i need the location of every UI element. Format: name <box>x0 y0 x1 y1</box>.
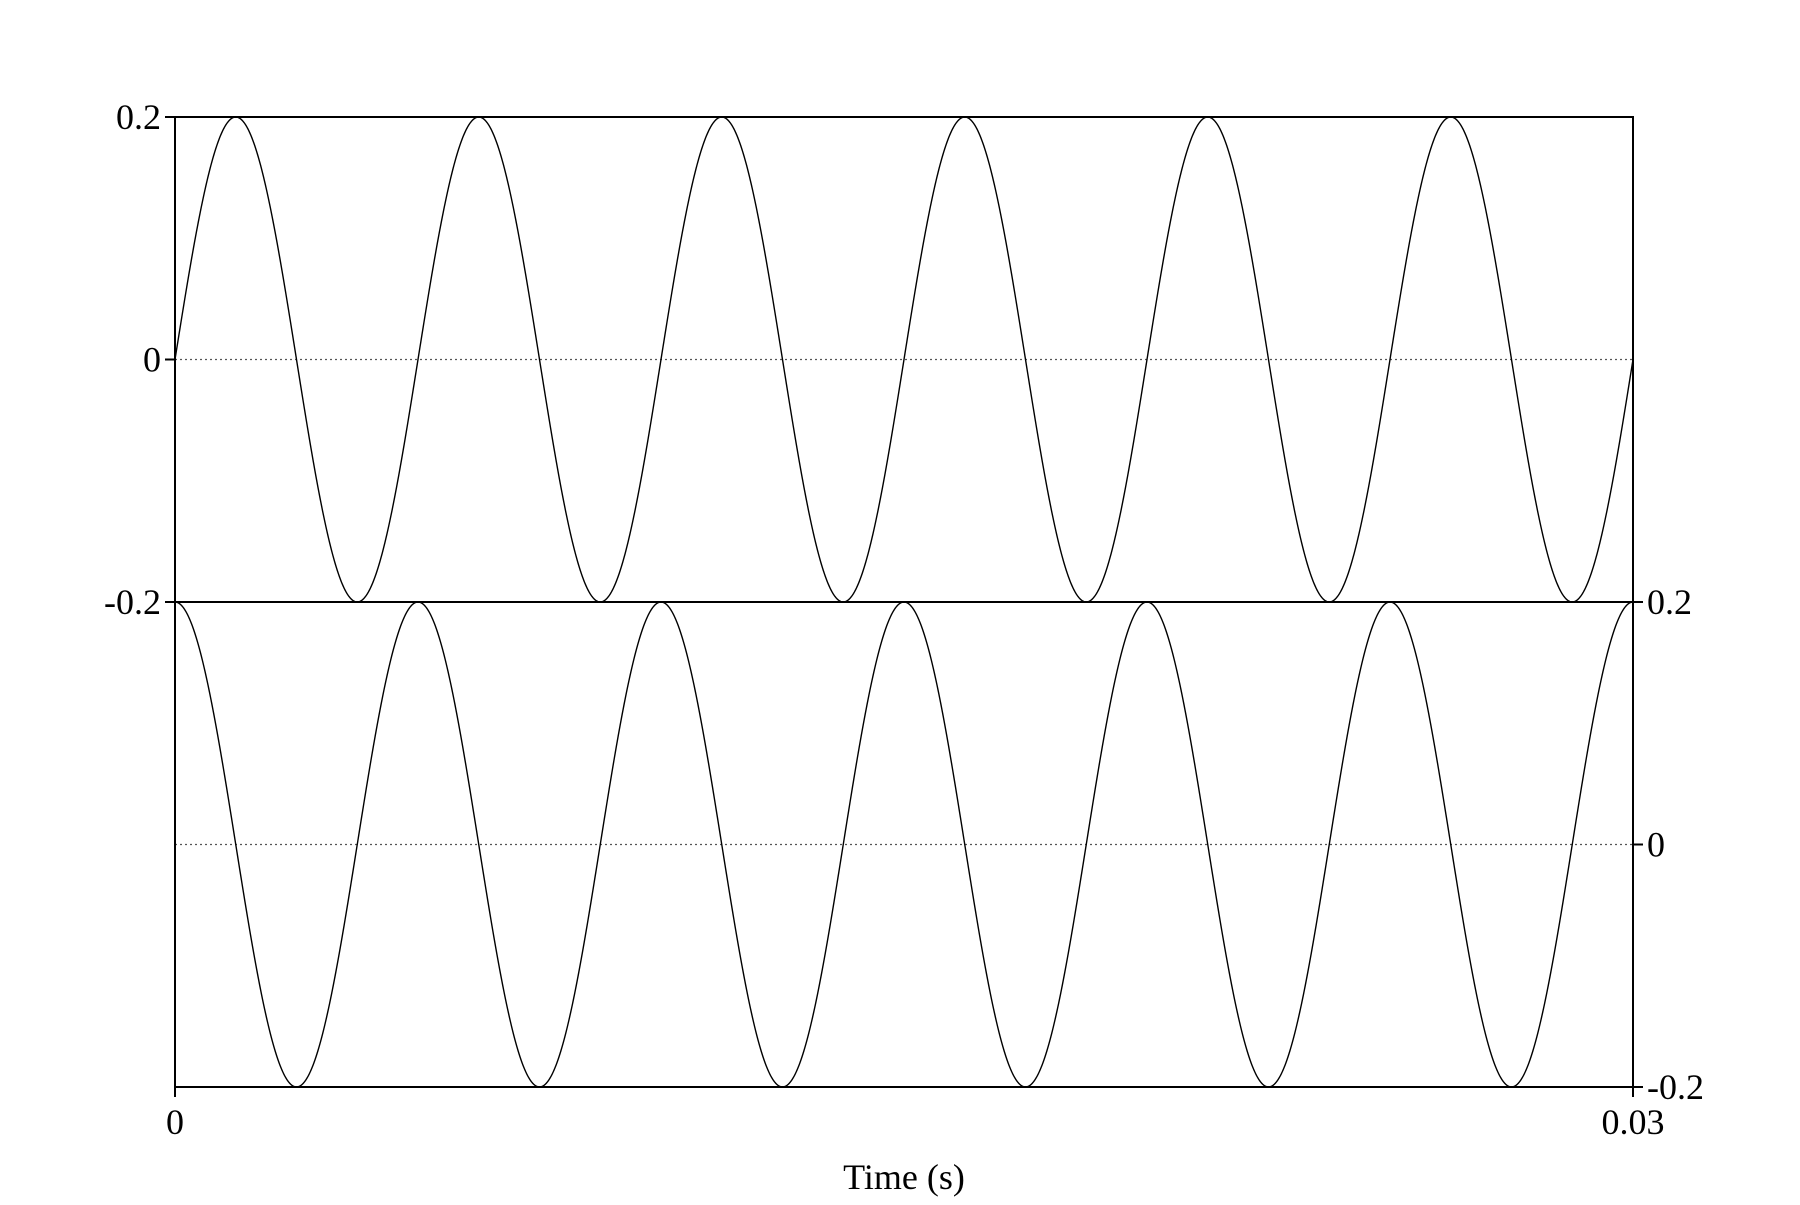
channel-1-waveform <box>174 116 1634 603</box>
channel-2-y-tick-label-top: 0.2 <box>1647 582 1692 622</box>
channel-2-y-tick-label-zero: 0 <box>1647 825 1665 865</box>
channel-1-y-tick-label-zero: 0 <box>143 340 161 380</box>
x-tick-label-end: 0.03 <box>1602 1102 1665 1142</box>
channel-1-y-tick-label-bottom: -0.2 <box>104 582 161 622</box>
channel-2-frame <box>174 601 1634 1088</box>
channel-1-y-tick-label-top: 0.2 <box>116 97 161 137</box>
channel-2-waveform <box>174 601 1634 1088</box>
x-tick-label-start: 0 <box>166 1102 184 1142</box>
x-axis-title: Time (s) <box>843 1157 965 1197</box>
channel-2-y-tick-label-bottom: -0.2 <box>1647 1067 1704 1107</box>
